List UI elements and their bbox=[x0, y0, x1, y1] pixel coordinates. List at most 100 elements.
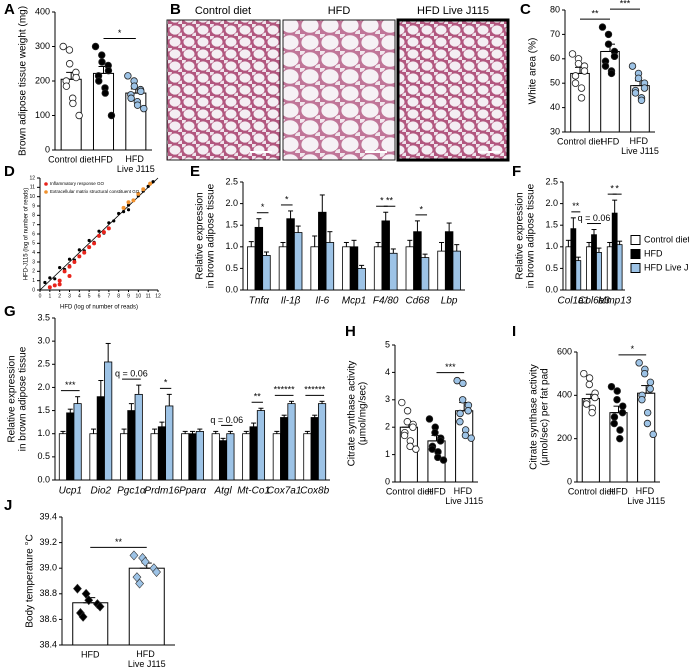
y-tick-label: 0 bbox=[32, 287, 35, 293]
x-tick-label: 6 bbox=[98, 293, 101, 299]
data-point bbox=[618, 408, 627, 417]
y-tick-label: 2.0 bbox=[545, 198, 558, 208]
bar bbox=[195, 430, 204, 481]
bar bbox=[452, 250, 461, 291]
y-tick-label: 1.5 bbox=[545, 220, 558, 230]
data-point bbox=[104, 66, 113, 75]
significance-label: * bbox=[419, 204, 423, 214]
x-tick-label: HFD Live J115 bbox=[117, 154, 155, 174]
data-point bbox=[69, 99, 77, 108]
data-point bbox=[107, 221, 111, 225]
y-axis-label: (μmol/mg/sec) bbox=[358, 382, 369, 446]
data-point bbox=[640, 84, 649, 92]
x-tick-label: Tnfα bbox=[249, 296, 269, 307]
bar bbox=[119, 433, 129, 481]
panel-letter: I bbox=[512, 323, 516, 340]
x-tick-label: 12 bbox=[155, 293, 161, 299]
data-point bbox=[62, 82, 71, 90]
x-tick-label: HFD Live J115 bbox=[445, 486, 483, 506]
data-point bbox=[646, 385, 654, 393]
x-tick-label: Control diet bbox=[557, 136, 604, 146]
y-axis-label: HFD-J115 (log of number of reads) bbox=[24, 188, 30, 281]
x-tick-label: HFD Live J115 bbox=[621, 136, 659, 156]
data-point bbox=[124, 72, 132, 80]
y-axis-label: in brown adipose tissue bbox=[526, 183, 537, 288]
x-tick-label: 11 bbox=[146, 293, 151, 299]
y-tick-label: 30 bbox=[550, 126, 560, 136]
bar bbox=[293, 232, 303, 291]
bar bbox=[318, 211, 327, 291]
x-tick-label: Pgc1α bbox=[117, 486, 146, 497]
data-point bbox=[613, 387, 621, 395]
significance-label: q = 0.06 bbox=[115, 368, 148, 378]
bar bbox=[357, 267, 366, 291]
data-point bbox=[598, 23, 607, 31]
bar bbox=[242, 433, 251, 481]
x-tick-label: 2 bbox=[58, 293, 61, 299]
bar bbox=[287, 403, 296, 481]
data-point bbox=[571, 79, 580, 87]
bar bbox=[565, 246, 572, 291]
y-tick-label: 1.5 bbox=[37, 405, 50, 415]
legend-marker bbox=[44, 182, 48, 186]
legend-label: Control diet bbox=[644, 234, 689, 244]
data-point bbox=[467, 434, 475, 442]
data-point bbox=[97, 229, 101, 233]
x-tick-label: Control diet bbox=[48, 154, 95, 164]
y-tick-label: 2.5 bbox=[545, 176, 558, 186]
data-point bbox=[107, 111, 116, 120]
label-line: HFD bbox=[636, 486, 657, 496]
x-tick-label: Cd68 bbox=[405, 296, 429, 307]
y-tick-label: 2.0 bbox=[37, 382, 50, 392]
bar bbox=[127, 410, 136, 481]
data-point bbox=[635, 359, 643, 367]
y-tick-label: 7 bbox=[32, 222, 35, 228]
x-tick-label: HFD bbox=[94, 154, 113, 164]
bar bbox=[575, 260, 582, 291]
data-point bbox=[97, 233, 101, 238]
data-point bbox=[121, 210, 126, 214]
y-axis-label: Citrate synthase activity bbox=[529, 364, 540, 470]
legend-label: HFD bbox=[644, 248, 663, 258]
data-point bbox=[67, 257, 72, 261]
micrograph bbox=[282, 19, 396, 161]
x-tick-label: HFD Live J115 bbox=[627, 486, 665, 506]
x-tick-label: 5 bbox=[88, 293, 91, 299]
significance-label: *** bbox=[445, 362, 456, 372]
data-point bbox=[126, 203, 131, 207]
legend-swatch bbox=[630, 235, 641, 245]
label-line: Live J115 bbox=[627, 496, 665, 506]
x-tick-label: 3 bbox=[68, 293, 71, 299]
data-point bbox=[580, 369, 588, 378]
y-tick-label: 3.0 bbox=[37, 336, 50, 346]
data-point bbox=[588, 408, 596, 417]
significance-label: ** bbox=[591, 8, 599, 18]
bar bbox=[73, 403, 82, 481]
label-line: Live J115 bbox=[117, 164, 155, 174]
label-line: HFD bbox=[630, 136, 651, 146]
data-point bbox=[98, 51, 106, 59]
data-point bbox=[121, 205, 126, 210]
y-tick-label: 50 bbox=[550, 78, 560, 88]
y-tick-label: 3 bbox=[32, 259, 35, 265]
data-point bbox=[117, 211, 121, 216]
bar bbox=[596, 252, 602, 291]
x-tick-label: Prdm16 bbox=[144, 486, 179, 497]
data-point bbox=[616, 426, 624, 434]
y-tick-label: 0.0 bbox=[545, 284, 558, 294]
data-point bbox=[464, 407, 472, 415]
bar bbox=[420, 257, 430, 291]
y-tick-label: 2.0 bbox=[225, 198, 238, 208]
y-tick-label: 3.5 bbox=[37, 312, 50, 322]
data-point bbox=[610, 419, 618, 428]
data-point bbox=[610, 52, 619, 61]
y-axis-label: in brown adipose tissue bbox=[206, 183, 217, 288]
data-point bbox=[57, 282, 62, 287]
micrograph-label: HFD bbox=[328, 5, 351, 17]
bar bbox=[272, 433, 281, 481]
label-line: HFD bbox=[454, 486, 475, 496]
micrograph-label: Control diet bbox=[195, 5, 251, 17]
data-point bbox=[130, 82, 139, 90]
panel-letter: C bbox=[520, 1, 531, 18]
x-tick-label: Pparα bbox=[179, 486, 206, 497]
